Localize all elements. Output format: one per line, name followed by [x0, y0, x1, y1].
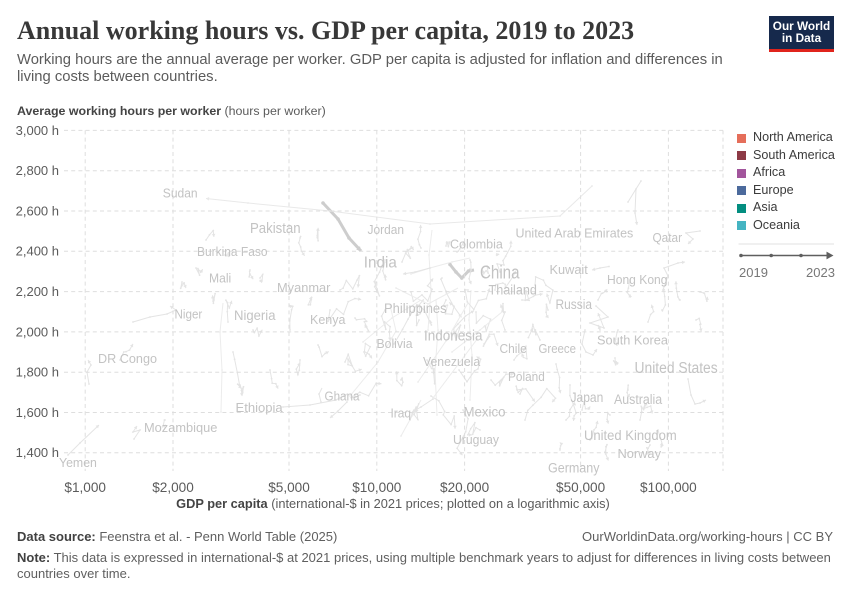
svg-text:Iraq: Iraq: [391, 407, 412, 421]
svg-text:Uruguay: Uruguay: [453, 433, 500, 447]
svg-text:United States: United States: [635, 360, 718, 377]
svg-text:Mali: Mali: [209, 272, 231, 286]
svg-text:2,000 h: 2,000 h: [16, 324, 59, 339]
svg-text:2,400 h: 2,400 h: [16, 244, 59, 259]
svg-text:Thailand: Thailand: [489, 283, 537, 298]
svg-text:$5,000: $5,000: [268, 480, 310, 495]
svg-text:Japan: Japan: [571, 390, 604, 405]
svg-text:Pakistan: Pakistan: [250, 221, 301, 237]
svg-text:Bolivia: Bolivia: [377, 337, 413, 351]
svg-text:$10,000: $10,000: [352, 480, 402, 495]
svg-text:Myanmar: Myanmar: [277, 280, 331, 295]
svg-text:Average working hours per work: Average working hours per worker (hours …: [17, 104, 326, 118]
svg-text:South Korea: South Korea: [597, 334, 668, 348]
svg-text:Niger: Niger: [175, 308, 203, 322]
svg-text:Philippines: Philippines: [384, 301, 447, 316]
svg-text:1,800 h: 1,800 h: [16, 365, 59, 380]
svg-text:Russia: Russia: [556, 297, 593, 312]
svg-text:Colombia: Colombia: [450, 237, 504, 252]
svg-text:1,600 h: 1,600 h: [16, 405, 59, 420]
svg-text:Germany: Germany: [548, 461, 600, 476]
svg-text:GDP per capita (international-: GDP per capita (international-$ in 2021 …: [176, 496, 610, 511]
svg-text:Sudan: Sudan: [163, 186, 198, 201]
svg-text:$20,000: $20,000: [440, 480, 490, 495]
svg-text:Norway: Norway: [618, 447, 662, 461]
svg-text:Chile: Chile: [500, 342, 527, 356]
svg-text:Ethiopia: Ethiopia: [236, 400, 284, 415]
svg-text:Jordan: Jordan: [368, 223, 405, 237]
svg-text:Poland: Poland: [508, 369, 545, 384]
svg-text:Yemen: Yemen: [59, 455, 97, 470]
svg-text:Hong Kong: Hong Kong: [607, 272, 668, 287]
svg-text:United Arab Emirates: United Arab Emirates: [516, 226, 634, 241]
svg-text:$2,000: $2,000: [152, 480, 194, 495]
svg-text:Mexico: Mexico: [464, 405, 506, 420]
svg-text:3,000 h: 3,000 h: [16, 123, 59, 138]
svg-text:United Kingdom: United Kingdom: [584, 428, 677, 443]
svg-text:1,400 h: 1,400 h: [16, 445, 59, 460]
svg-text:$50,000: $50,000: [556, 480, 606, 495]
svg-text:DR Congo: DR Congo: [98, 351, 157, 366]
svg-text:2,800 h: 2,800 h: [16, 163, 59, 178]
svg-text:Greece: Greece: [539, 341, 577, 356]
svg-text:Nigeria: Nigeria: [234, 308, 276, 323]
svg-text:Mozambique: Mozambique: [144, 420, 217, 435]
svg-text:Qatar: Qatar: [653, 230, 683, 245]
svg-text:China: China: [480, 263, 520, 283]
svg-text:Australia: Australia: [614, 392, 663, 407]
svg-text:Kuwait: Kuwait: [550, 263, 589, 277]
svg-text:$1,000: $1,000: [64, 480, 106, 495]
svg-text:2,200 h: 2,200 h: [16, 284, 59, 299]
svg-text:$100,000: $100,000: [640, 480, 697, 495]
svg-text:Venezuela: Venezuela: [423, 354, 481, 369]
svg-text:Burkina Faso: Burkina Faso: [197, 245, 268, 259]
svg-text:India: India: [364, 255, 397, 272]
svg-text:Indonesia: Indonesia: [424, 328, 483, 345]
svg-text:Ghana: Ghana: [325, 390, 360, 404]
svg-text:Kenya: Kenya: [310, 312, 346, 327]
svg-text:2,600 h: 2,600 h: [16, 203, 59, 218]
